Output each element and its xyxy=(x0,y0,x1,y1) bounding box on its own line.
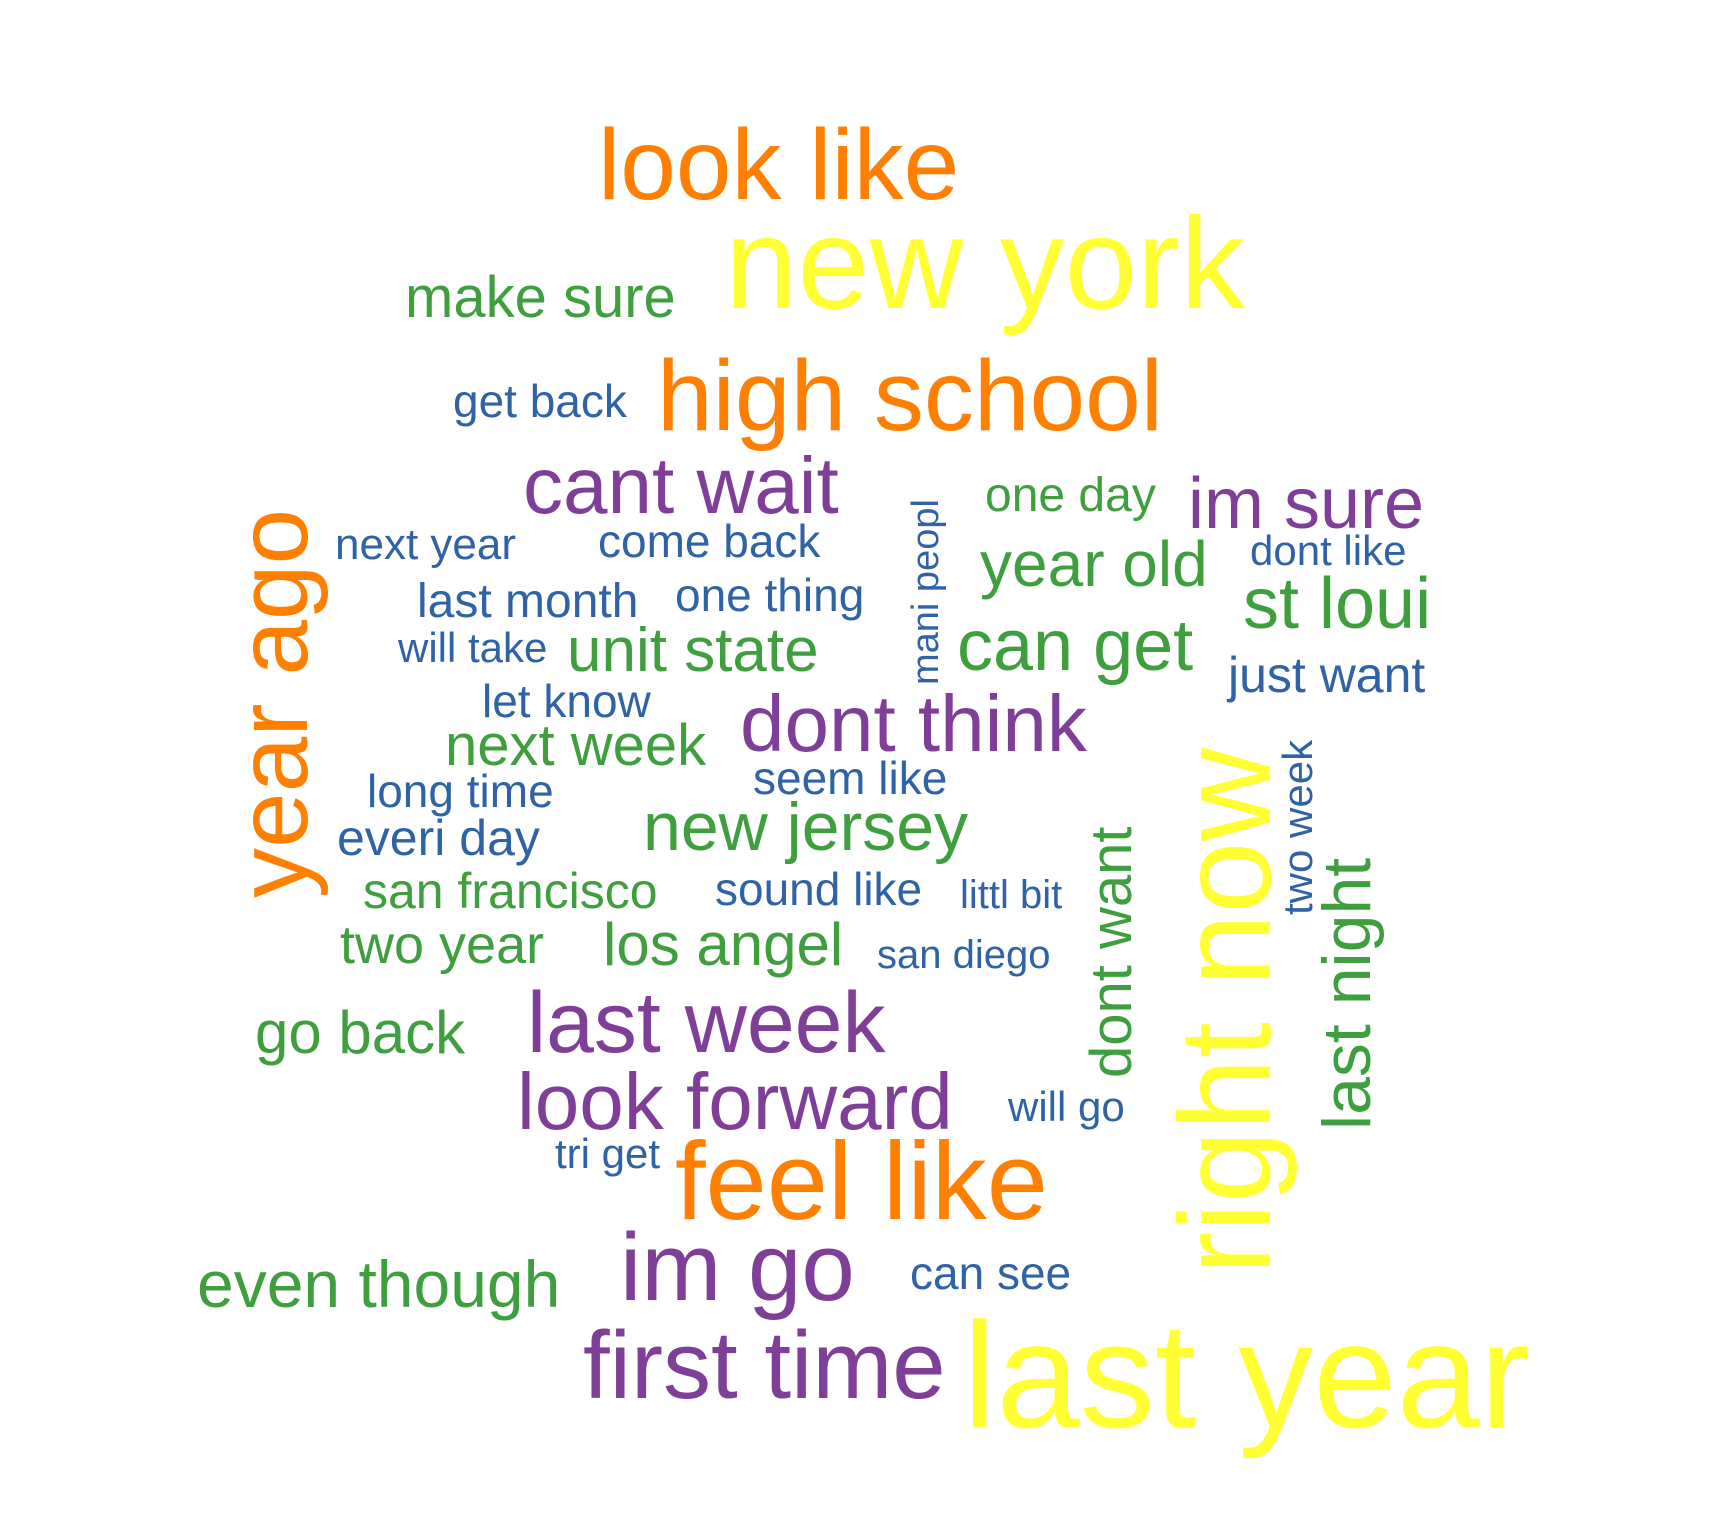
word: last week xyxy=(527,975,886,1071)
word: right now xyxy=(1152,747,1298,1276)
word: dont like xyxy=(1250,527,1407,574)
word: im go xyxy=(620,1214,855,1321)
word: new jersey xyxy=(643,789,969,865)
word: unit state xyxy=(567,616,819,685)
word: last month xyxy=(417,575,639,628)
word: even though xyxy=(197,1247,561,1321)
word: one day xyxy=(985,469,1156,522)
word: long time xyxy=(367,765,554,817)
word: new york xyxy=(725,190,1246,336)
word: next year xyxy=(335,520,516,569)
word: dont think xyxy=(740,679,1087,768)
word: year old xyxy=(980,528,1208,600)
word: im sure xyxy=(1188,464,1425,544)
word: dont want xyxy=(1079,826,1144,1078)
word: last night xyxy=(1309,857,1385,1130)
word: seem like xyxy=(753,752,948,804)
word: will take xyxy=(398,624,548,671)
word: first time xyxy=(583,1312,946,1419)
word: look like xyxy=(598,109,960,221)
word: tri get xyxy=(555,1130,661,1177)
word: will go xyxy=(1008,1083,1125,1130)
word: everi day xyxy=(337,810,540,866)
word: high school xyxy=(657,340,1163,452)
word: just want xyxy=(1228,647,1426,703)
word: last year xyxy=(963,1291,1530,1459)
word: get back xyxy=(453,375,627,427)
word: san francisco xyxy=(363,863,658,919)
word: next week xyxy=(445,713,707,778)
word: can see xyxy=(910,1247,1072,1299)
word: littl bit xyxy=(960,873,1063,917)
word: st loui xyxy=(1243,564,1432,644)
word: los angel xyxy=(603,911,844,978)
word: come back xyxy=(598,515,821,567)
word: two year xyxy=(340,915,545,975)
word: one thing xyxy=(675,569,865,621)
word: look forward xyxy=(517,1057,953,1146)
word: let know xyxy=(482,675,651,727)
word: feel like xyxy=(675,1120,1048,1243)
word: make sure xyxy=(405,265,676,330)
word: cant wait xyxy=(523,441,839,530)
word: mani peopl xyxy=(905,499,947,685)
word: year ago xyxy=(217,508,329,898)
word: can get xyxy=(957,606,1194,686)
word: go back xyxy=(255,999,466,1066)
word: san diego xyxy=(877,933,1051,977)
word: sound like xyxy=(715,863,923,915)
